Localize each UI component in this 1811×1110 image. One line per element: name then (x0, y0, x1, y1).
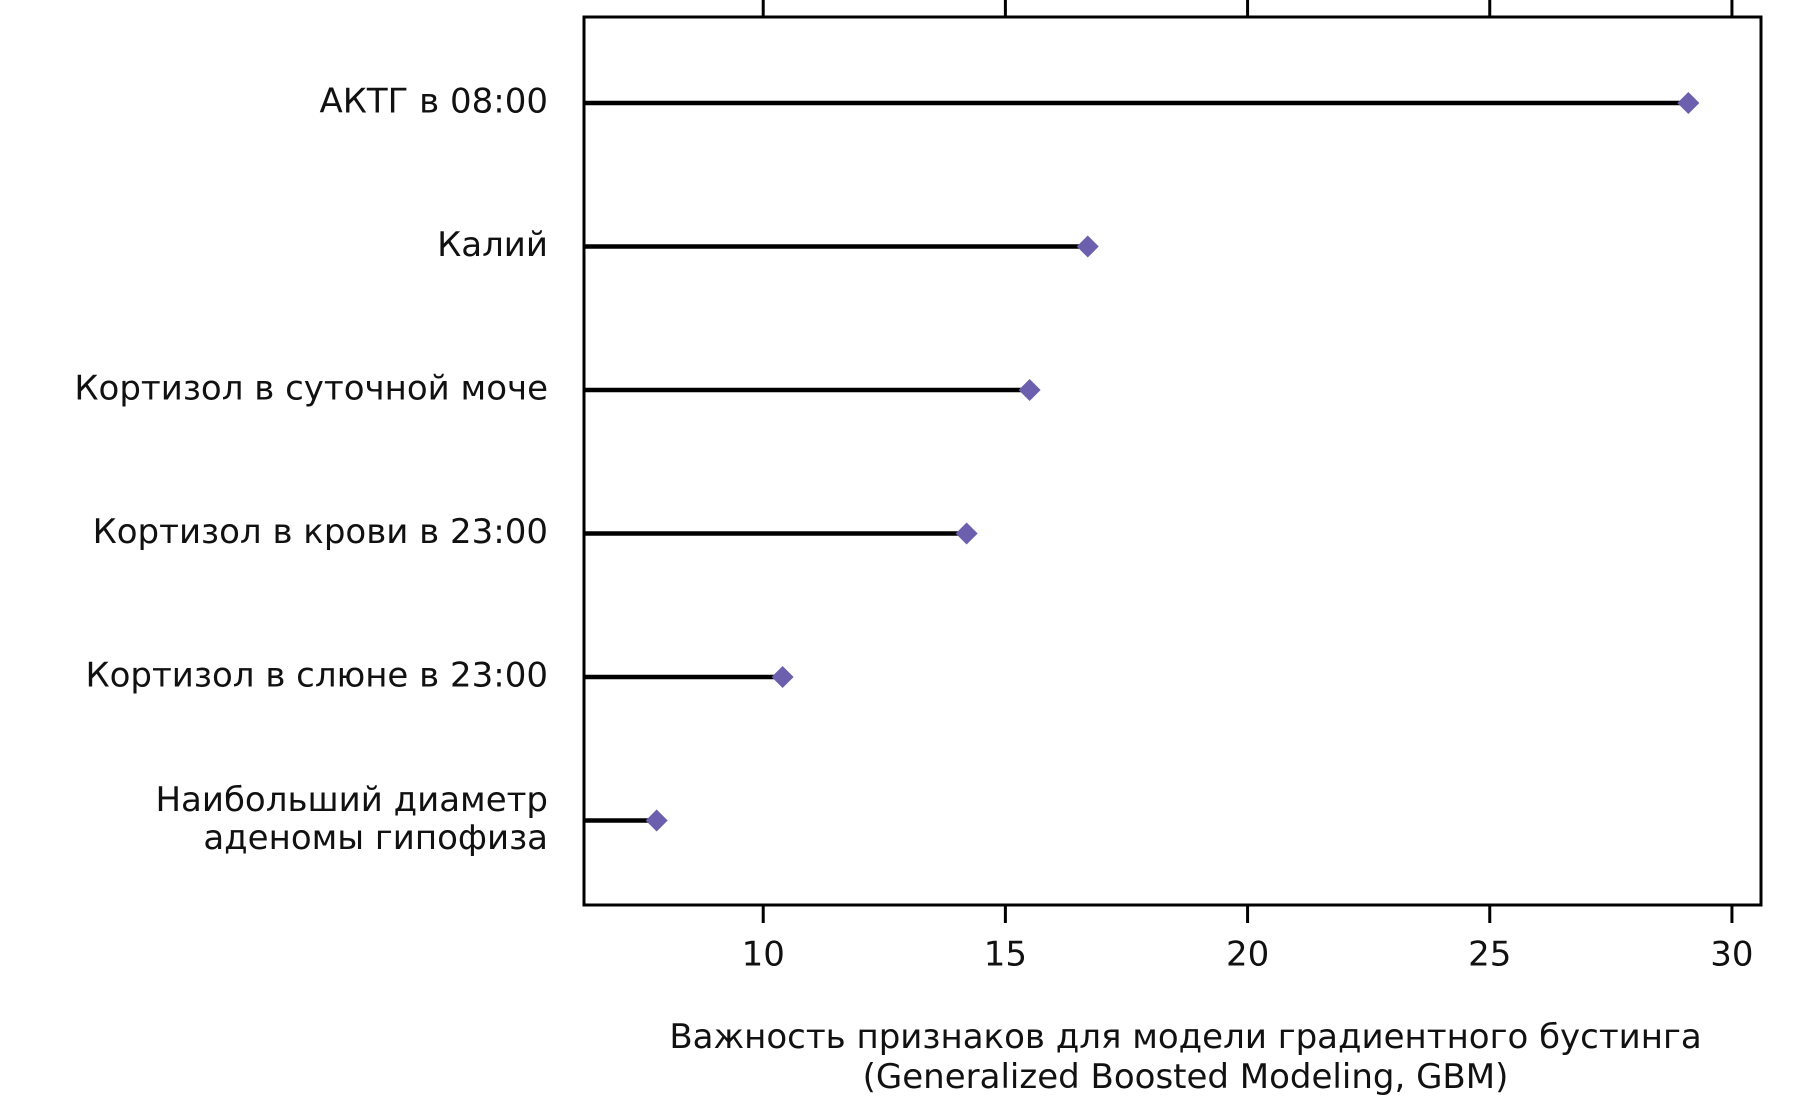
diamond-marker (1677, 92, 1700, 114)
diamond-marker (1018, 379, 1041, 401)
category-label: Наибольший диаметр (155, 780, 548, 820)
x-axis: 10 15 20 25 30 (742, 0, 1754, 975)
series-layer (584, 92, 1700, 832)
x-axis-title-line: Важность признаков для модели градиентно… (669, 1017, 1701, 1057)
x-tick-label: 30 (1710, 935, 1753, 975)
category-label: АКТГ в 08:00 (319, 82, 548, 122)
diamond-marker (771, 666, 794, 688)
category-label: Кортизол в суточной моче (74, 369, 548, 409)
diamond-marker (1076, 235, 1099, 258)
category-label: Кортизол в крови в 23:00 (93, 512, 548, 552)
x-axis-title-line: (Generalized Boosted Modeling, GBM) (863, 1057, 1509, 1097)
category-label: аденомы гипофиза (203, 818, 548, 858)
x-tick-label: 10 (742, 935, 785, 975)
diamond-marker (645, 809, 668, 832)
x-tick-label: 20 (1226, 935, 1269, 975)
category-labels: АКТГ в 08:00 Калий Кортизол в суточной моч… (74, 82, 548, 859)
plot-frame (582, 15, 1763, 907)
x-tick-label: 25 (1468, 935, 1511, 975)
x-axis-title: Важность признаков для модели градиентно… (669, 1017, 1701, 1097)
x-tick-label: 15 (984, 935, 1027, 975)
diamond-marker (955, 522, 978, 545)
category-label: Кортизол в слюне в 23:00 (85, 656, 548, 696)
category-label: Калий (437, 225, 548, 265)
